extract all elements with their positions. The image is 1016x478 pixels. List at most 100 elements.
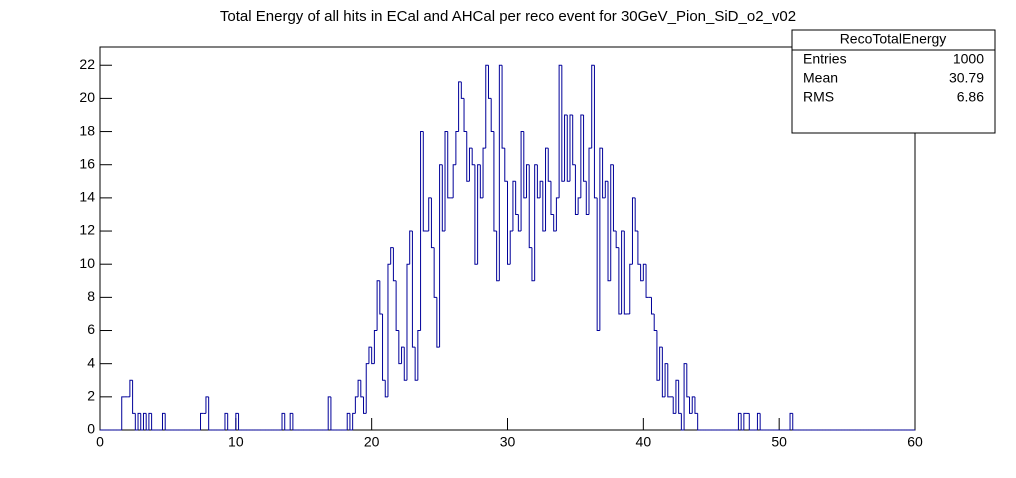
histogram-bin — [468, 147, 473, 182]
x-tick-label: 50 — [771, 434, 787, 450]
histogram-bin — [637, 231, 641, 265]
histogram-bin — [384, 380, 388, 398]
histogram-bin — [292, 413, 296, 431]
y-tick-label: 20 — [79, 89, 95, 105]
histogram-bin — [534, 164, 538, 281]
histogram-bin — [441, 164, 446, 232]
histogram-bin — [148, 412, 152, 430]
histogram-bin — [645, 264, 649, 298]
histogram-bin — [501, 65, 505, 149]
histogram-bin — [531, 247, 535, 282]
histogram-bin — [487, 65, 492, 99]
histogram-bin — [694, 396, 698, 414]
histogram-bin — [558, 64, 562, 198]
x-tick-label: 20 — [364, 434, 380, 450]
histogram-bin — [569, 114, 573, 182]
histogram-bin — [743, 412, 747, 430]
histogram-bin — [697, 413, 701, 431]
histogram-bin — [602, 148, 606, 199]
histogram-bin — [631, 197, 636, 265]
histogram-bin — [737, 412, 742, 430]
histogram-bin — [528, 164, 532, 249]
histogram-bin — [683, 363, 687, 430]
histogram-bin — [545, 147, 549, 232]
histogram-bin — [615, 231, 619, 249]
histogram-bin — [327, 396, 331, 430]
y-tick-label: 0 — [87, 421, 95, 437]
histogram-bin — [650, 297, 655, 315]
chart-title: Total Energy of all hits in ECal and AHC… — [220, 8, 796, 25]
histogram-bin — [542, 181, 546, 232]
histogram-bin — [379, 280, 383, 315]
histogram-bin — [433, 247, 437, 298]
histogram-bin — [205, 396, 209, 414]
histogram-bin — [498, 64, 503, 281]
histogram-bin — [417, 330, 421, 381]
histogram-bin — [227, 413, 231, 431]
histogram-bin — [789, 412, 793, 430]
histogram-bin — [444, 131, 448, 232]
histogram-bin — [200, 412, 204, 430]
stats-value: 30.79 — [949, 70, 984, 86]
histogram-bin — [526, 164, 530, 198]
histogram-bin — [409, 230, 413, 265]
histogram-bin — [447, 131, 451, 199]
histogram-bin — [363, 396, 367, 414]
histogram-bin — [496, 231, 500, 282]
histogram-bin — [580, 114, 584, 198]
histogram-bin — [664, 363, 668, 397]
histogram-bin — [656, 330, 660, 381]
histogram-bin — [596, 197, 600, 332]
histogram-bin — [439, 164, 443, 348]
histogram-bin — [507, 181, 511, 265]
histogram-bin — [583, 114, 587, 182]
histogram-bin — [759, 413, 763, 431]
histogram-bin — [151, 413, 155, 431]
histogram-bin — [466, 131, 470, 182]
histogram-bin — [145, 413, 149, 431]
histogram-bin — [401, 346, 405, 364]
histogram-bin — [436, 297, 440, 348]
histogram-bin — [599, 147, 603, 331]
histogram-bin — [629, 263, 633, 314]
histogram-bin — [238, 413, 242, 431]
histogram-bin — [354, 396, 359, 414]
y-tick-label: 16 — [79, 155, 95, 171]
y-tick-label: 18 — [79, 122, 95, 138]
histogram-bin — [566, 114, 570, 182]
histogram-bin — [357, 379, 361, 397]
histogram-bin — [493, 131, 497, 232]
stats-title: RecoTotalEnergy — [840, 31, 947, 47]
histogram-bin — [640, 264, 644, 282]
histogram-bin — [686, 363, 690, 398]
stats-value: 6.86 — [957, 89, 984, 105]
stats-label: Mean — [803, 70, 838, 86]
histogram-bin — [485, 64, 489, 149]
x-tick-label: 60 — [907, 434, 923, 450]
histogram-bin — [289, 412, 293, 430]
histogram-bin — [653, 313, 657, 332]
histogram-bin — [661, 347, 666, 398]
x-tick-label: 0 — [96, 434, 104, 450]
histogram-bin — [512, 180, 516, 232]
histogram-bin — [390, 247, 394, 265]
histogram-bin — [604, 180, 609, 198]
histogram-bin — [365, 363, 369, 414]
histogram-bin — [460, 81, 465, 99]
y-tick-label: 8 — [87, 288, 95, 304]
histogram-bin — [536, 164, 541, 199]
histogram-bin — [140, 413, 144, 431]
histogram-bin — [164, 413, 168, 431]
histogram-bin — [121, 396, 125, 430]
histogram-bin — [547, 148, 551, 182]
histogram-bin — [398, 330, 402, 365]
histogram-bin — [134, 413, 139, 431]
histogram-bin — [482, 147, 486, 198]
histogram-bin — [395, 280, 399, 332]
histogram-bin — [509, 230, 513, 265]
histogram-bin — [659, 346, 663, 381]
histogram-bin — [371, 347, 375, 365]
histogram-bin — [623, 231, 628, 315]
histogram-bin — [477, 164, 481, 265]
histogram-bin — [520, 131, 524, 232]
